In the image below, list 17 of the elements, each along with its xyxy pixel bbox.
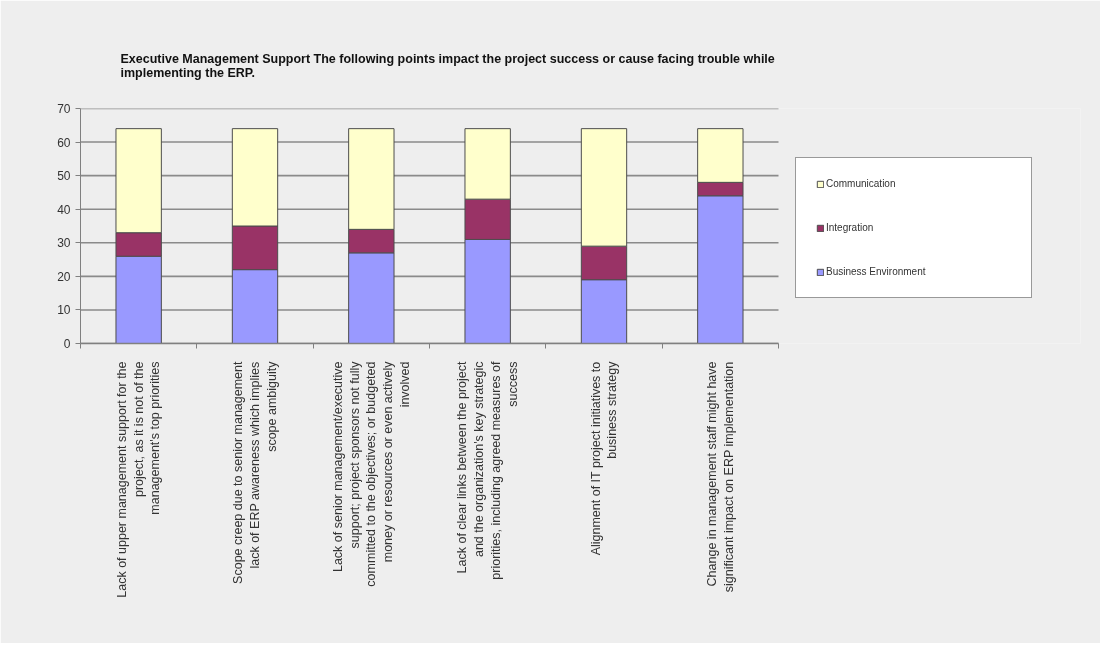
x-tick-label: Change in management staff might have significant impact on ERP implementation (704, 361, 736, 593)
legend-label: Communication (826, 178, 897, 189)
y-tick-label: 20 (57, 269, 71, 284)
y-tick-label: 0 (63, 337, 71, 351)
y-tick-label: 50 (57, 169, 71, 184)
x-tick-label: Lack of senior management/executive support; project sponsors not fully committed to the objectives; or budgeted money or resources or even actively involved (330, 360, 412, 587)
y-tick-label: 10 (57, 303, 71, 318)
x-tick-label: Lack of upper management support for the project, as it is not of the management's top priorities (114, 361, 163, 598)
legend-label: Business Environment (826, 266, 927, 277)
x-tick-label: Lack of clear links between the project and the organization's key strategic priorities, including agreed measures of success (455, 360, 520, 580)
legend-label: Integration (826, 222, 875, 233)
y-tick-label: 70 (57, 102, 71, 116)
y-tick-label: 60 (57, 135, 71, 150)
chart-title: Executive Management Support The following points impact the project success or cause facing trouble while implementing the ERP. (120, 51, 775, 80)
x-tick-label: Alignment of IT project initiatives to business strategy (588, 360, 620, 556)
y-tick-label: 40 (57, 202, 71, 217)
y-tick-label: 30 (57, 236, 71, 251)
